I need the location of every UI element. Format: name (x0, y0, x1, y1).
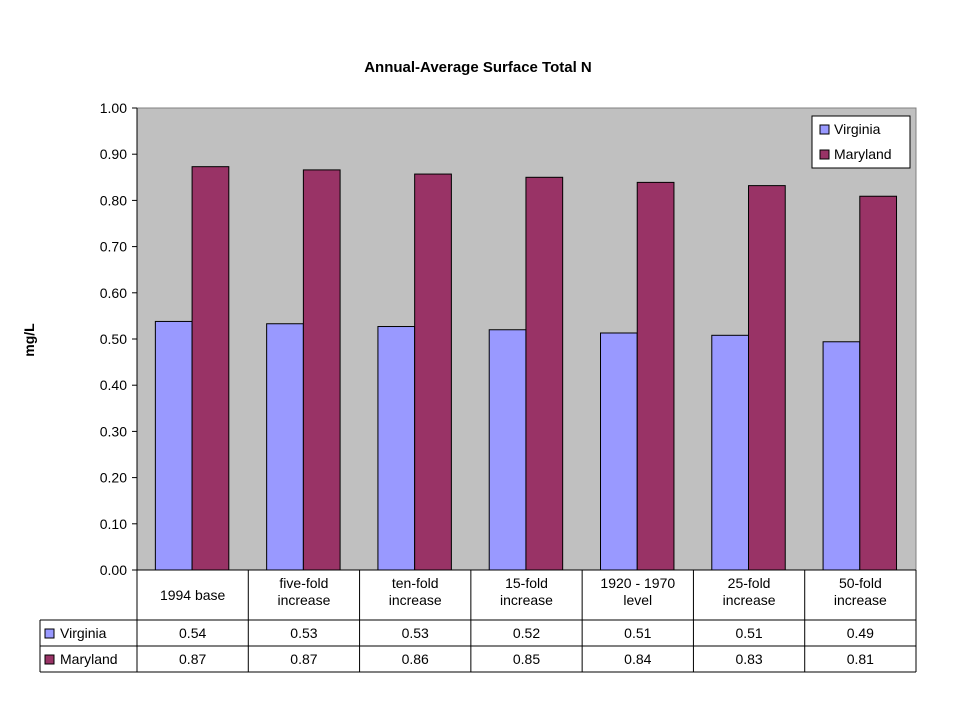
table-cell-virginia: 0.53 (402, 625, 429, 641)
table-cell-virginia: 0.52 (513, 625, 540, 641)
bar-virginia-3 (488, 329, 527, 571)
y-tick-label: 0.30 (100, 423, 127, 439)
bar-virginia-6 (822, 341, 861, 571)
bar-virginia-0 (154, 320, 193, 571)
table-cell-maryland: 0.81 (847, 651, 874, 667)
bar-maryland-0 (191, 166, 230, 571)
category-label-line: increase (723, 592, 776, 608)
y-tick-label: 1.00 (100, 100, 127, 116)
bar-virginia-2 (377, 326, 416, 571)
bar-maryland-4 (636, 181, 675, 571)
table-series-name: Maryland (60, 651, 118, 667)
table-cell-virginia: 0.54 (179, 625, 206, 641)
y-tick-label: 0.00 (100, 562, 127, 578)
legend-label-maryland: Maryland (834, 146, 892, 162)
y-tick-label: 0.40 (100, 377, 127, 393)
y-axis: 0.00 0.10 0.20 0.30 0.40 0.50 0.60 0.70 0.80 0.90… (100, 100, 138, 578)
legend-key-maryland (819, 149, 830, 160)
table-legend-key-maryland (44, 654, 55, 665)
y-axis-label: mg/L (21, 323, 37, 357)
category-label-line: 25-fold (728, 575, 771, 591)
category-label: 1920 - 1970 level (600, 575, 675, 608)
table-cell-virginia: 0.51 (735, 625, 762, 641)
table-cell-maryland: 0.84 (624, 651, 651, 667)
category-label-line: increase (834, 592, 887, 608)
category-label-line: increase (500, 592, 553, 608)
y-tick-label: 0.50 (100, 331, 127, 347)
category-label-line: five-fold (279, 575, 328, 591)
table-cell-virginia: 0.49 (847, 625, 874, 641)
category-label: five-fold increase (277, 575, 330, 608)
category-label-line: increase (389, 592, 442, 608)
category-label: 50-fold increase (834, 575, 887, 608)
bar-virginia-1 (266, 323, 304, 571)
category-label-line: 15-fold (505, 575, 548, 591)
category-label: 15-fold increase (500, 575, 553, 608)
table-cell-maryland: 0.87 (290, 651, 317, 667)
table-cell-maryland: 0.83 (735, 651, 762, 667)
category-label: 1994 base (160, 587, 226, 603)
bar-maryland-2 (414, 173, 452, 571)
y-tick-label: 0.60 (100, 285, 127, 301)
category-label-line: 50-fold (839, 575, 882, 591)
table-series-name: Virginia (60, 625, 107, 641)
bar-maryland-1 (302, 169, 341, 571)
table-cell-maryland: 0.87 (179, 651, 206, 667)
bar-virginia-4 (600, 332, 638, 571)
chart-title: Annual-Average Surface Total N (364, 59, 592, 76)
y-tick-label: 0.10 (100, 516, 127, 532)
legend-key-virginia (819, 124, 830, 135)
bar-maryland-6 (859, 195, 898, 571)
legend-label-virginia: Virginia (834, 121, 881, 137)
category-label: ten-fold increase (389, 575, 442, 608)
table-cell-virginia: 0.51 (624, 625, 651, 641)
table-legend-key-virginia (44, 628, 55, 639)
category-label-line: ten-fold (392, 575, 439, 591)
legend: Virginia Maryland (811, 115, 911, 169)
y-tick-label: 0.20 (100, 470, 127, 486)
category-label-line: 1994 base (160, 587, 226, 603)
y-tick-label: 0.90 (100, 146, 127, 162)
category-label: 25-fold increase (723, 575, 776, 608)
category-label-line: increase (277, 592, 330, 608)
table-cell-maryland: 0.85 (513, 651, 540, 667)
bar-maryland-3 (525, 176, 564, 571)
table-cell-virginia: 0.53 (290, 625, 317, 641)
y-tick-label: 0.80 (100, 192, 127, 208)
bar-virginia-5 (711, 334, 750, 571)
category-label-line: level (623, 592, 652, 608)
table-cell-maryland: 0.86 (402, 651, 429, 667)
category-label-line: 1920 - 1970 (600, 575, 675, 591)
y-tick-label: 0.70 (100, 239, 127, 255)
bar-maryland-5 (748, 185, 786, 571)
bars-group (154, 166, 898, 571)
